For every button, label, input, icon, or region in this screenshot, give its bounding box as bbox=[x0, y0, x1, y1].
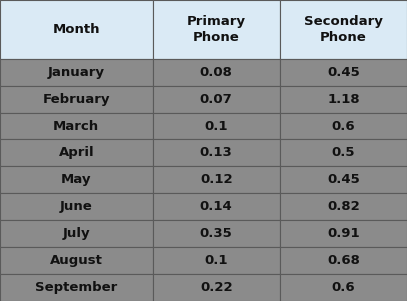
Text: 0.68: 0.68 bbox=[327, 254, 360, 267]
Bar bbox=[0, 85, 153, 113]
Bar bbox=[280, 139, 407, 166]
Text: September: September bbox=[35, 281, 118, 294]
Text: 0.5: 0.5 bbox=[332, 146, 355, 160]
Text: 0.08: 0.08 bbox=[200, 66, 233, 79]
Text: January: January bbox=[48, 66, 105, 79]
Text: Month: Month bbox=[53, 23, 100, 36]
Bar bbox=[280, 166, 407, 193]
Bar bbox=[0, 59, 153, 85]
Bar bbox=[0, 274, 153, 301]
Bar bbox=[0, 0, 153, 59]
Text: 0.35: 0.35 bbox=[200, 227, 232, 240]
Text: July: July bbox=[63, 227, 90, 240]
Text: Secondary
Phone: Secondary Phone bbox=[304, 15, 383, 44]
Bar bbox=[153, 220, 280, 247]
Bar bbox=[153, 247, 280, 274]
Bar bbox=[153, 113, 280, 139]
Text: August: August bbox=[50, 254, 103, 267]
Bar bbox=[153, 139, 280, 166]
Bar bbox=[153, 193, 280, 220]
Bar bbox=[280, 247, 407, 274]
Bar bbox=[153, 59, 280, 85]
Bar bbox=[280, 113, 407, 139]
Bar bbox=[280, 193, 407, 220]
Bar bbox=[153, 0, 280, 59]
Bar bbox=[280, 274, 407, 301]
Bar bbox=[0, 139, 153, 166]
Bar bbox=[0, 247, 153, 274]
Text: 1.18: 1.18 bbox=[327, 93, 360, 106]
Text: March: March bbox=[53, 119, 99, 132]
Text: June: June bbox=[60, 200, 93, 213]
Text: 0.14: 0.14 bbox=[200, 200, 232, 213]
Text: 0.6: 0.6 bbox=[332, 281, 355, 294]
Text: 0.12: 0.12 bbox=[200, 173, 232, 186]
Text: 0.22: 0.22 bbox=[200, 281, 232, 294]
Text: 0.1: 0.1 bbox=[204, 119, 228, 132]
Text: Primary
Phone: Primary Phone bbox=[187, 15, 246, 44]
Text: 0.82: 0.82 bbox=[327, 200, 360, 213]
Text: February: February bbox=[43, 93, 110, 106]
Bar bbox=[0, 220, 153, 247]
Text: 0.13: 0.13 bbox=[200, 146, 232, 160]
Text: 0.45: 0.45 bbox=[327, 173, 360, 186]
Text: 0.07: 0.07 bbox=[200, 93, 232, 106]
Bar bbox=[0, 166, 153, 193]
Text: 0.6: 0.6 bbox=[332, 119, 355, 132]
Text: 0.91: 0.91 bbox=[327, 227, 360, 240]
Bar bbox=[153, 166, 280, 193]
Text: May: May bbox=[61, 173, 92, 186]
Bar bbox=[153, 274, 280, 301]
Bar bbox=[280, 85, 407, 113]
Bar bbox=[280, 59, 407, 85]
Bar bbox=[280, 220, 407, 247]
Bar bbox=[0, 113, 153, 139]
Bar bbox=[153, 85, 280, 113]
Text: April: April bbox=[59, 146, 94, 160]
Bar bbox=[280, 0, 407, 59]
Bar bbox=[0, 193, 153, 220]
Text: 0.1: 0.1 bbox=[204, 254, 228, 267]
Text: 0.45: 0.45 bbox=[327, 66, 360, 79]
